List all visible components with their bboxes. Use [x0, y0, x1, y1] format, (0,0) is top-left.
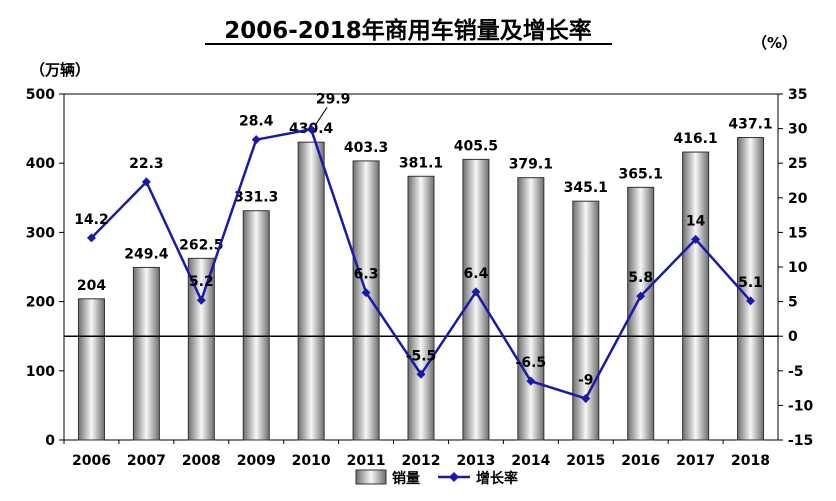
bar-value-label: 262.5 — [179, 237, 223, 253]
bar — [682, 151, 710, 441]
bar — [517, 177, 545, 441]
growth-rate-label: -5.5 — [406, 348, 437, 364]
x-axis-tick-label: 2008 — [182, 453, 221, 469]
bar — [462, 158, 490, 441]
growth-rate-point — [251, 135, 261, 145]
right-axis-tick-label: 20 — [788, 191, 808, 207]
right-axis-tick-label: 25 — [788, 156, 807, 172]
x-axis-tick-label: 2018 — [731, 453, 770, 469]
bar-value-label: 249.4 — [124, 246, 169, 262]
growth-rate-point — [306, 124, 316, 134]
growth-rate-point — [581, 393, 591, 403]
growth-rate-label: 14.2 — [74, 212, 109, 228]
growth-rate-point — [141, 177, 151, 187]
right-axis-tick-label: -5 — [788, 364, 804, 380]
growth-rate-label: -6.5 — [516, 355, 547, 371]
legend-swatch-marker — [449, 472, 459, 482]
x-axis-tick-label: 2013 — [456, 453, 495, 469]
bar — [407, 175, 435, 441]
right-axis-tick-label: -15 — [788, 433, 813, 449]
left-axis-tick-label: 300 — [26, 225, 55, 241]
growth-rate-point — [196, 295, 206, 305]
x-axis-tick-label: 2012 — [402, 453, 441, 469]
growth-rate-point — [416, 369, 426, 379]
bar — [352, 160, 380, 441]
growth-rate-label: -9 — [578, 372, 594, 388]
left-axis-tick-label: 500 — [26, 87, 55, 103]
x-axis-tick-label: 2010 — [292, 453, 331, 469]
x-axis-tick-label: 2014 — [511, 453, 550, 469]
right-axis-tick-label: 5 — [788, 295, 798, 311]
growth-rate-label: 6.4 — [464, 266, 489, 282]
growth-rate-label: 6.3 — [354, 267, 379, 283]
bar-value-label: 416.1 — [673, 131, 717, 147]
x-axis-tick-label: 2009 — [237, 453, 276, 469]
x-axis-tick-label: 2007 — [127, 453, 166, 469]
bar — [77, 298, 105, 441]
growth-rate-point — [361, 288, 371, 298]
x-axis-tick-label: 2017 — [676, 453, 715, 469]
bar-value-label: 379.1 — [509, 157, 553, 173]
bar-value-label: 403.3 — [344, 140, 388, 156]
bar — [132, 266, 160, 441]
bar-value-label: 331.3 — [234, 190, 278, 206]
legend-label-line: 增长率 — [476, 470, 518, 487]
growth-rate-label: 14 — [686, 213, 706, 229]
plot-area: 0 100 200 300 400 500 -15 -10 -5 0 5 10 15 20 25 30 35 20… — [26, 87, 814, 469]
right-axis-tick-label: 10 — [788, 260, 808, 276]
growth-rate-point — [691, 234, 701, 244]
legend-label-bar: 销量 — [392, 470, 420, 487]
left-axis-tick-label: 400 — [26, 156, 55, 172]
bar-value-label: 405.5 — [454, 138, 498, 154]
bar — [737, 137, 765, 441]
right-axis-tick-label: 35 — [788, 87, 807, 103]
label-leader-line — [314, 107, 328, 126]
bar — [187, 257, 215, 441]
right-axis-tick-label: -10 — [788, 398, 814, 414]
bar-value-label: 365.1 — [619, 166, 663, 182]
bar-value-label: 381.1 — [399, 155, 443, 171]
left-axis-tick-label: 100 — [26, 364, 55, 380]
growth-rate-point — [526, 376, 536, 386]
left-axis-unit: （万辆） — [30, 61, 90, 79]
growth-rate-label: 5.2 — [189, 274, 214, 290]
right-axis-tick-label: 30 — [788, 122, 808, 138]
bar — [297, 141, 325, 441]
left-axis-tick-label: 200 — [26, 295, 55, 311]
legend: 销量 增长率 — [355, 469, 518, 487]
growth-rate-point — [636, 291, 646, 301]
left-axis-tick-label: 0 — [45, 433, 55, 449]
chart-title: 2006-2018年商用车销量及增长率 — [224, 17, 592, 44]
bar — [242, 210, 270, 441]
growth-rate-point — [471, 287, 481, 297]
x-axis-tick-label: 2011 — [347, 453, 386, 469]
growth-rate-point — [746, 296, 756, 306]
growth-rate-point — [86, 233, 96, 243]
right-axis-unit: （%） — [752, 34, 797, 52]
growth-rate-label: 28.4 — [239, 114, 274, 130]
growth-rate-label: 22.3 — [129, 156, 164, 172]
bar-value-label: 437.1 — [728, 117, 772, 133]
bar — [572, 200, 600, 441]
right-axis-tick-label: 0 — [788, 329, 798, 345]
growth-rate-label: 5.8 — [628, 270, 653, 286]
legend-swatch-bar — [355, 469, 387, 485]
growth-rate-label: 5.1 — [738, 275, 763, 291]
x-axis-tick-label: 2015 — [566, 453, 605, 469]
x-axis-tick-label: 2016 — [621, 453, 660, 469]
right-axis-tick-label: 15 — [788, 225, 807, 241]
bar-value-label: 345.1 — [564, 180, 608, 196]
x-axis-tick-label: 2006 — [72, 453, 111, 469]
bar-value-label: 204 — [77, 278, 106, 294]
growth-rate-label: 29.9 — [316, 91, 351, 107]
